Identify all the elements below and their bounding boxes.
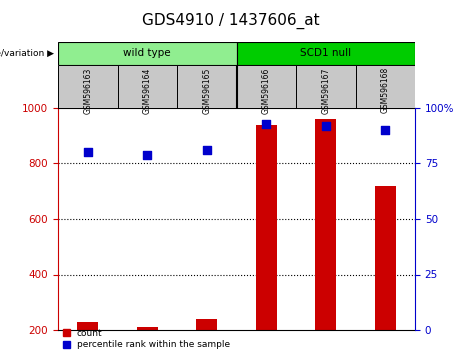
Bar [196, 319, 217, 330]
Text: GSM596165: GSM596165 [202, 67, 211, 114]
Bar [58, 65, 118, 108]
Point [84, 150, 91, 155]
Bar [58, 42, 236, 65]
Bar [236, 65, 296, 108]
Text: GSM596167: GSM596167 [321, 67, 330, 114]
Point [382, 127, 389, 133]
Bar [375, 186, 396, 330]
Text: GSM596164: GSM596164 [143, 67, 152, 114]
Bar [137, 327, 158, 330]
Bar [177, 65, 236, 108]
Bar [355, 65, 415, 108]
Bar [315, 119, 336, 330]
Text: GSM596163: GSM596163 [83, 67, 92, 114]
Point [263, 121, 270, 126]
Bar [118, 65, 177, 108]
Bar [256, 125, 277, 330]
Text: GSM596168: GSM596168 [381, 67, 390, 113]
Bar [236, 42, 415, 65]
Text: SCD1 null: SCD1 null [300, 48, 351, 58]
Text: genotype/variation ▶: genotype/variation ▶ [0, 49, 54, 58]
Bar [296, 65, 355, 108]
Point [203, 147, 210, 153]
Text: wild type: wild type [124, 48, 171, 58]
Legend: count, percentile rank within the sample: count, percentile rank within the sample [63, 329, 230, 349]
Point [143, 152, 151, 158]
Point [322, 123, 330, 129]
Bar [77, 322, 98, 330]
Text: GSM596166: GSM596166 [262, 67, 271, 114]
Text: GDS4910 / 1437606_at: GDS4910 / 1437606_at [142, 12, 319, 29]
